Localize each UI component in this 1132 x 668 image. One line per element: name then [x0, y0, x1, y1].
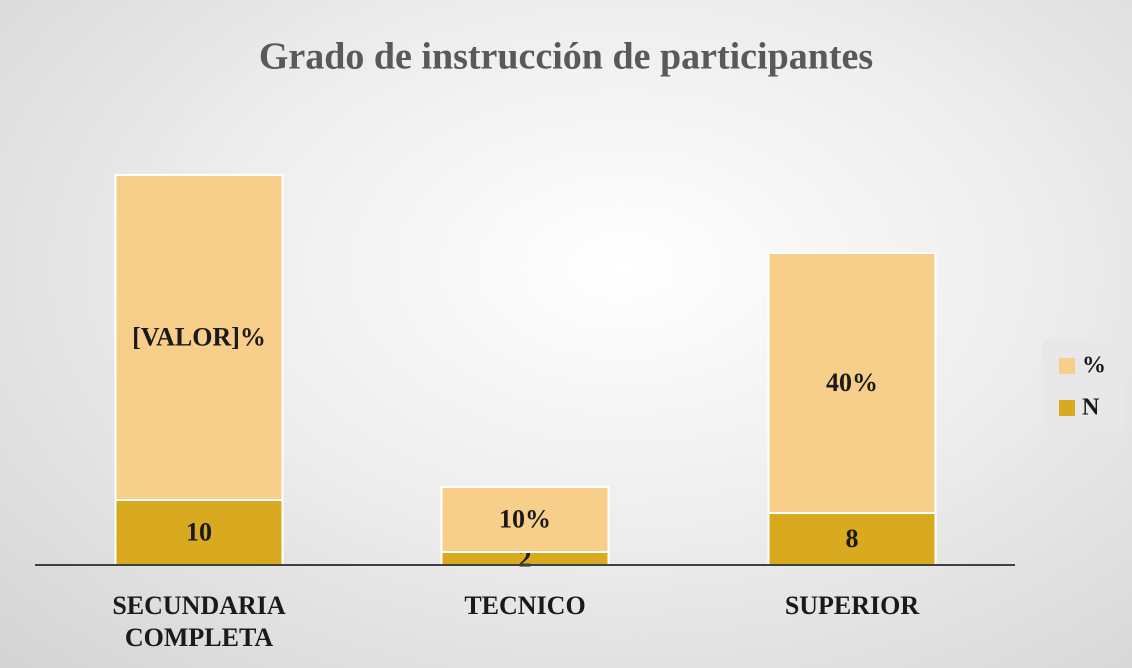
legend-box — [1043, 340, 1123, 432]
legend-swatch — [1059, 400, 1075, 416]
x-tick-label: SECUNDARIA COMPLETA — [112, 591, 286, 652]
data-label: 8 — [846, 524, 859, 553]
chart-title: Grado de instrucción de participantes — [259, 36, 873, 78]
legend-label: % — [1082, 353, 1106, 379]
bar-segment — [767, 252, 937, 514]
bar-segment — [114, 174, 284, 501]
bar-segment — [114, 499, 284, 566]
legend-label: N — [1082, 395, 1100, 421]
bar-segment — [440, 486, 610, 553]
x-tick-label: SUPERIOR — [784, 591, 920, 620]
data-label: 10 — [186, 517, 212, 546]
data-label: [VALOR]% — [132, 322, 266, 351]
data-label: 10% — [499, 504, 551, 533]
x-tick-label: TECNICO — [464, 591, 586, 620]
data-label: 40% — [826, 368, 878, 397]
legend-swatch — [1059, 358, 1075, 374]
